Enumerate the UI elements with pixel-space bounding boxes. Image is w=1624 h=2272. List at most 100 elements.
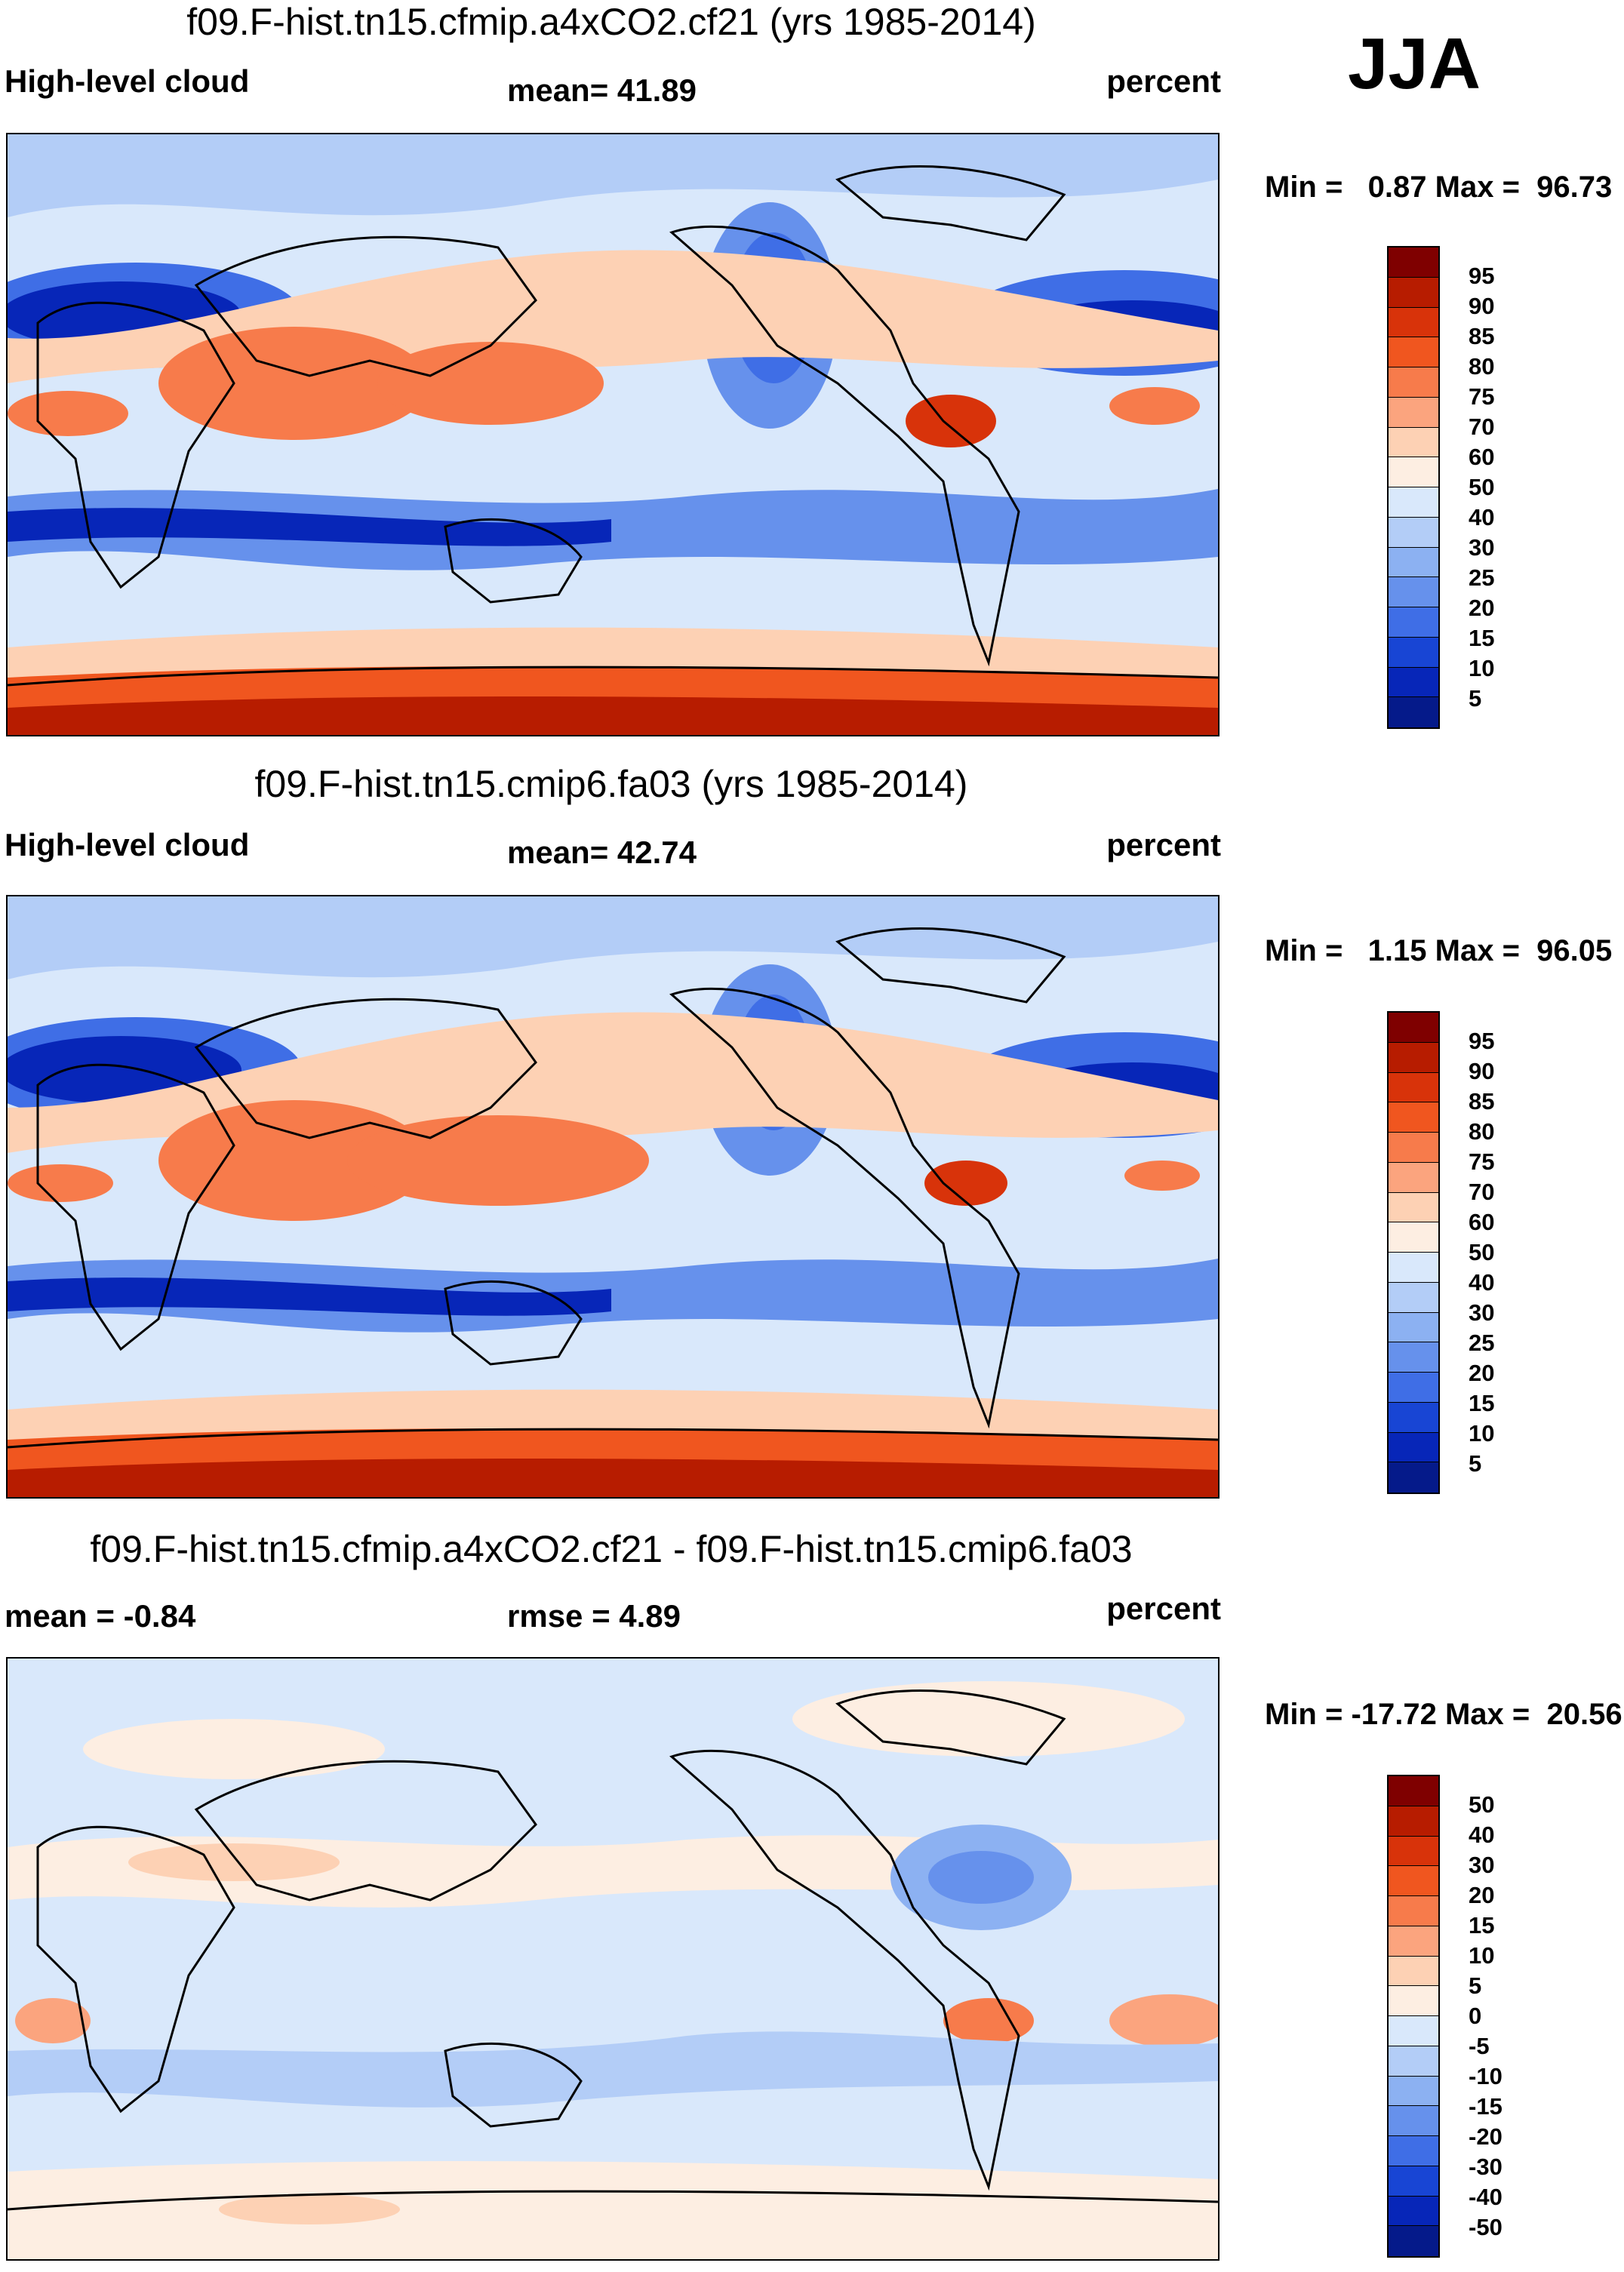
- colorbar-swatch: [1389, 307, 1438, 338]
- colorbar-swatch: [1389, 2166, 1438, 2197]
- colorbar-swatch: [1389, 637, 1438, 668]
- panel-1-map: [6, 133, 1220, 736]
- colorbar-tick-label: 40: [1469, 504, 1495, 530]
- colorbar-tick-label: 80: [1469, 353, 1495, 380]
- colorbar-tick-label: 5: [1469, 1972, 1482, 1999]
- colorbar-tick-label: 75: [1469, 1148, 1495, 1175]
- colorbar-tick-label: 30: [1469, 1299, 1495, 1326]
- colorbar-tick-label: 85: [1469, 1088, 1495, 1114]
- colorbar-swatch: [1389, 607, 1438, 638]
- panel-1-mean-label: mean= 41.89: [507, 72, 697, 108]
- panel-2-title: f09.F-hist.tn15.cmip6.fa03 (yrs 1985-201…: [254, 763, 968, 805]
- colorbar-swatch: [1389, 1162, 1438, 1193]
- colorbar-tick-label: 85: [1469, 323, 1495, 349]
- colorbar-swatch: [1389, 1462, 1438, 1493]
- colorbar-swatch: [1389, 2196, 1438, 2227]
- colorbar-swatch: [1389, 367, 1438, 398]
- panel-3-contour-field: [8, 1659, 1218, 2259]
- colorbar-tick-label: 70: [1469, 1179, 1495, 1205]
- colorbar-tick-label: 95: [1469, 1028, 1495, 1054]
- colorbar-tick-label: 20: [1469, 1882, 1495, 1908]
- colorbar-swatch: [1389, 427, 1438, 458]
- colorbar-tick-label: 15: [1469, 1390, 1495, 1416]
- colorbar-swatch: [1389, 517, 1438, 548]
- panel-1-variable-label: High-level cloud: [5, 63, 250, 99]
- colorbar-tick-label: 30: [1469, 534, 1495, 561]
- colorbar-tick-label: 5: [1469, 1450, 1482, 1477]
- colorbar-swatch: [1389, 1282, 1438, 1313]
- colorbar-swatch: [1389, 1312, 1438, 1343]
- colorbar-tick-label: 60: [1469, 1209, 1495, 1235]
- colorbar-swatch: [1389, 1042, 1438, 1073]
- colorbar-swatch: [1389, 697, 1438, 727]
- panel-1-units-label: percent: [1106, 63, 1221, 99]
- colorbar-swatch: [1389, 1222, 1438, 1253]
- panel-3-map: [6, 1657, 1220, 2261]
- colorbar-swatch: [1389, 1342, 1438, 1373]
- colorbar-swatch: [1389, 2046, 1438, 2077]
- panel-1-minmax: Min = 0.87 Max = 96.73: [1265, 171, 1613, 204]
- panel-3-title: f09.F-hist.tn15.cfmip.a4xCO2.cf21 - f09.…: [90, 1528, 1133, 1570]
- colorbar-tick-label: -50: [1469, 2214, 1503, 2240]
- panel-2-colorbar: [1387, 1011, 1440, 1494]
- colorbar-tick-label: 20: [1469, 1360, 1495, 1386]
- colorbar-tick-label: -5: [1469, 2033, 1490, 2059]
- colorbar-tick-label: 0: [1469, 2003, 1482, 2029]
- colorbar-swatch: [1389, 1986, 1438, 2016]
- colorbar-swatch: [1389, 577, 1438, 607]
- colorbar-tick-label: 60: [1469, 444, 1495, 470]
- panel-2-minmax: Min = 1.15 Max = 96.05: [1265, 934, 1613, 967]
- colorbar-tick-label: 70: [1469, 414, 1495, 440]
- colorbar-swatch: [1389, 1253, 1438, 1283]
- colorbar-swatch: [1389, 1013, 1438, 1043]
- colorbar-tick-label: 15: [1469, 1912, 1495, 1938]
- colorbar-tick-label: 50: [1469, 474, 1495, 500]
- colorbar-swatch: [1389, 1866, 1438, 1896]
- panel-3-minmax: Min = -17.72 Max = 20.56: [1265, 1698, 1622, 1731]
- season-label: JJA: [1348, 23, 1481, 104]
- colorbar-swatch: [1389, 2226, 1438, 2256]
- colorbar-tick-label: 90: [1469, 293, 1495, 319]
- colorbar-tick-label: -10: [1469, 2063, 1503, 2089]
- colorbar-swatch: [1389, 1432, 1438, 1463]
- colorbar-tick-label: 95: [1469, 263, 1495, 289]
- colorbar-swatch: [1389, 547, 1438, 578]
- colorbar-swatch: [1389, 1806, 1438, 1837]
- colorbar-swatch: [1389, 1896, 1438, 1926]
- colorbar-tick-label: -40: [1469, 2184, 1503, 2210]
- colorbar-swatch: [1389, 1192, 1438, 1223]
- panel-2-units-label: percent: [1106, 827, 1221, 862]
- colorbar-tick-label: 25: [1469, 564, 1495, 591]
- panel-2-contour-field: [8, 896, 1218, 1497]
- colorbar-tick-label: 75: [1469, 383, 1495, 410]
- colorbar-swatch: [1389, 1776, 1438, 1806]
- colorbar-swatch: [1389, 1102, 1438, 1133]
- colorbar-tick-label: 5: [1469, 685, 1482, 712]
- colorbar-tick-label: 30: [1469, 1852, 1495, 1878]
- colorbar-tick-label: 40: [1469, 1269, 1495, 1296]
- panel-3-rmse-label: rmse = 4.89: [507, 1598, 681, 1634]
- colorbar-tick-label: -30: [1469, 2154, 1503, 2180]
- colorbar-swatch: [1389, 1072, 1438, 1103]
- colorbar-swatch: [1389, 397, 1438, 428]
- colorbar-tick-label: 50: [1469, 1239, 1495, 1265]
- colorbar-swatch: [1389, 457, 1438, 487]
- colorbar-swatch: [1389, 1402, 1438, 1433]
- panel-1-colorbar: [1387, 246, 1440, 729]
- panel-1-title: f09.F-hist.tn15.cfmip.a4xCO2.cf21 (yrs 1…: [186, 1, 1036, 43]
- colorbar-swatch: [1389, 2076, 1438, 2107]
- colorbar-swatch: [1389, 2136, 1438, 2166]
- panel-2-mean-label: mean= 42.74: [507, 835, 697, 870]
- colorbar-tick-label: 10: [1469, 655, 1495, 681]
- colorbar-tick-label: 15: [1469, 625, 1495, 651]
- panel-2-map: [6, 895, 1220, 1499]
- colorbar-swatch: [1389, 247, 1438, 278]
- colorbar-tick-label: 90: [1469, 1058, 1495, 1084]
- colorbar-tick-label: 20: [1469, 595, 1495, 621]
- colorbar-tick-label: -15: [1469, 2093, 1503, 2120]
- colorbar-tick-label: 50: [1469, 1791, 1495, 1818]
- colorbar-tick-label: 25: [1469, 1330, 1495, 1356]
- panel-3-mean-label: mean = -0.84: [5, 1598, 196, 1634]
- panel-2-variable-label: High-level cloud: [5, 827, 250, 862]
- colorbar-swatch: [1389, 277, 1438, 308]
